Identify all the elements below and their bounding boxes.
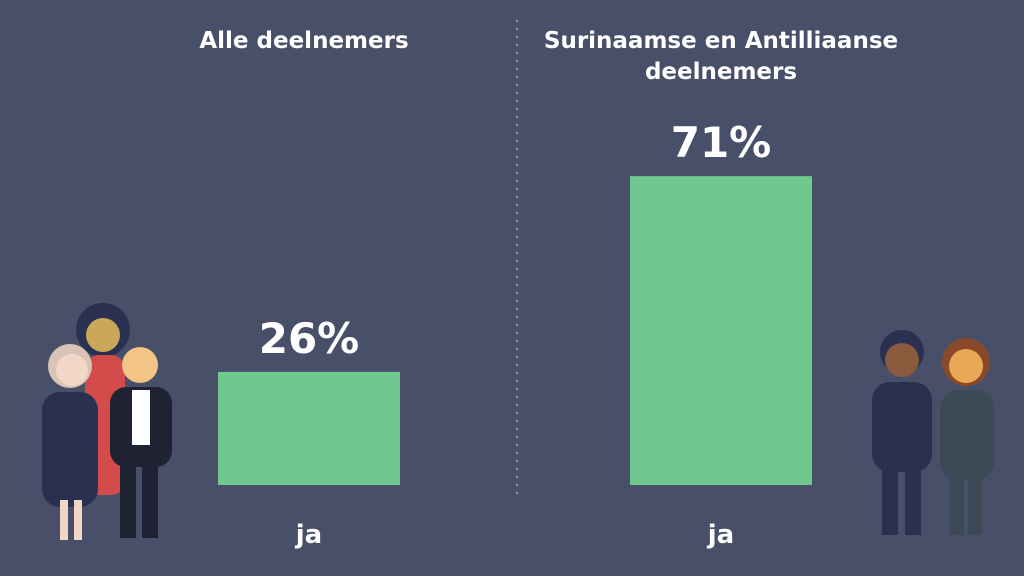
value-label: 26%: [258, 313, 360, 363]
person-icon: [872, 330, 932, 535]
person-icon: [940, 338, 994, 535]
panel-title: Surinaamse en Antilliaanse deelnemers: [543, 28, 899, 85]
panel-title: Alle deelnemers: [199, 28, 409, 54]
value-label: 71%: [670, 118, 772, 168]
person-icon: [42, 344, 98, 540]
person-icon: [110, 347, 172, 538]
category-label: ja: [295, 520, 323, 550]
bar: [218, 371, 400, 485]
bar: [630, 176, 812, 485]
category-label: ja: [707, 520, 735, 550]
